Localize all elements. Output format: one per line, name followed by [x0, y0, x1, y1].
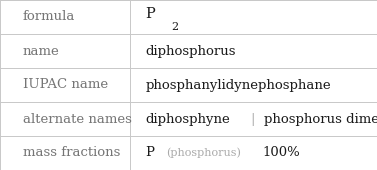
Text: (phosphorus): (phosphorus)	[166, 148, 241, 158]
Text: P: P	[145, 7, 155, 21]
Text: alternate names: alternate names	[23, 113, 132, 125]
Text: phosphorus dimer: phosphorus dimer	[264, 113, 377, 125]
Text: IUPAC name: IUPAC name	[23, 79, 108, 91]
Text: P: P	[145, 147, 154, 159]
Text: diphosphorus: diphosphorus	[145, 45, 236, 57]
Text: phosphanylidynephosphane: phosphanylidynephosphane	[145, 79, 331, 91]
Text: mass fractions: mass fractions	[23, 147, 120, 159]
Text: 100%: 100%	[262, 147, 300, 159]
Text: diphosphyne: diphosphyne	[145, 113, 230, 125]
Text: name: name	[23, 45, 59, 57]
Text: 2: 2	[171, 22, 178, 32]
Text: |: |	[250, 113, 255, 125]
Text: formula: formula	[23, 11, 75, 23]
